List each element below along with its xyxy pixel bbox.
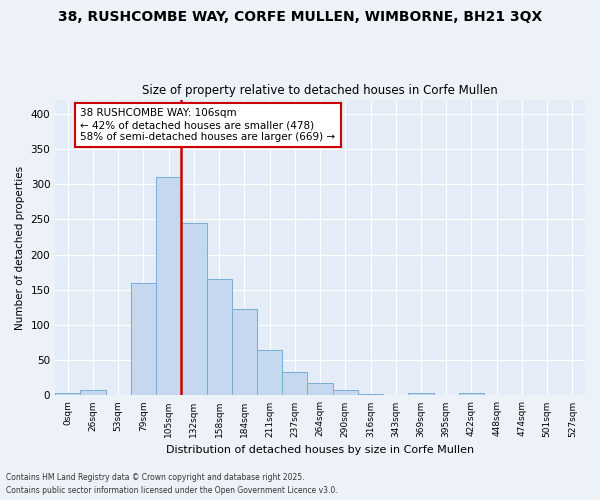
Bar: [358, 394, 383, 396]
X-axis label: Distribution of detached houses by size in Corfe Mullen: Distribution of detached houses by size …: [166, 445, 474, 455]
Bar: [181, 223, 206, 396]
Bar: [332, 390, 358, 396]
Y-axis label: Number of detached properties: Number of detached properties: [15, 166, 25, 330]
Bar: [409, 394, 434, 396]
Bar: [459, 394, 484, 396]
Text: 38, RUSHCOMBE WAY, CORFE MULLEN, WIMBORNE, BH21 3QX: 38, RUSHCOMBE WAY, CORFE MULLEN, WIMBORN…: [58, 10, 542, 24]
Bar: [80, 390, 106, 396]
Bar: [206, 279, 232, 396]
Bar: [257, 350, 282, 396]
Bar: [156, 177, 181, 396]
Text: 38 RUSHCOMBE WAY: 106sqm
← 42% of detached houses are smaller (478)
58% of semi-: 38 RUSHCOMBE WAY: 106sqm ← 42% of detach…: [80, 108, 335, 142]
Text: Contains HM Land Registry data © Crown copyright and database right 2025.
Contai: Contains HM Land Registry data © Crown c…: [6, 474, 338, 495]
Bar: [232, 310, 257, 396]
Bar: [55, 394, 80, 396]
Bar: [307, 383, 332, 396]
Bar: [131, 282, 156, 396]
Title: Size of property relative to detached houses in Corfe Mullen: Size of property relative to detached ho…: [142, 84, 498, 97]
Bar: [282, 372, 307, 396]
